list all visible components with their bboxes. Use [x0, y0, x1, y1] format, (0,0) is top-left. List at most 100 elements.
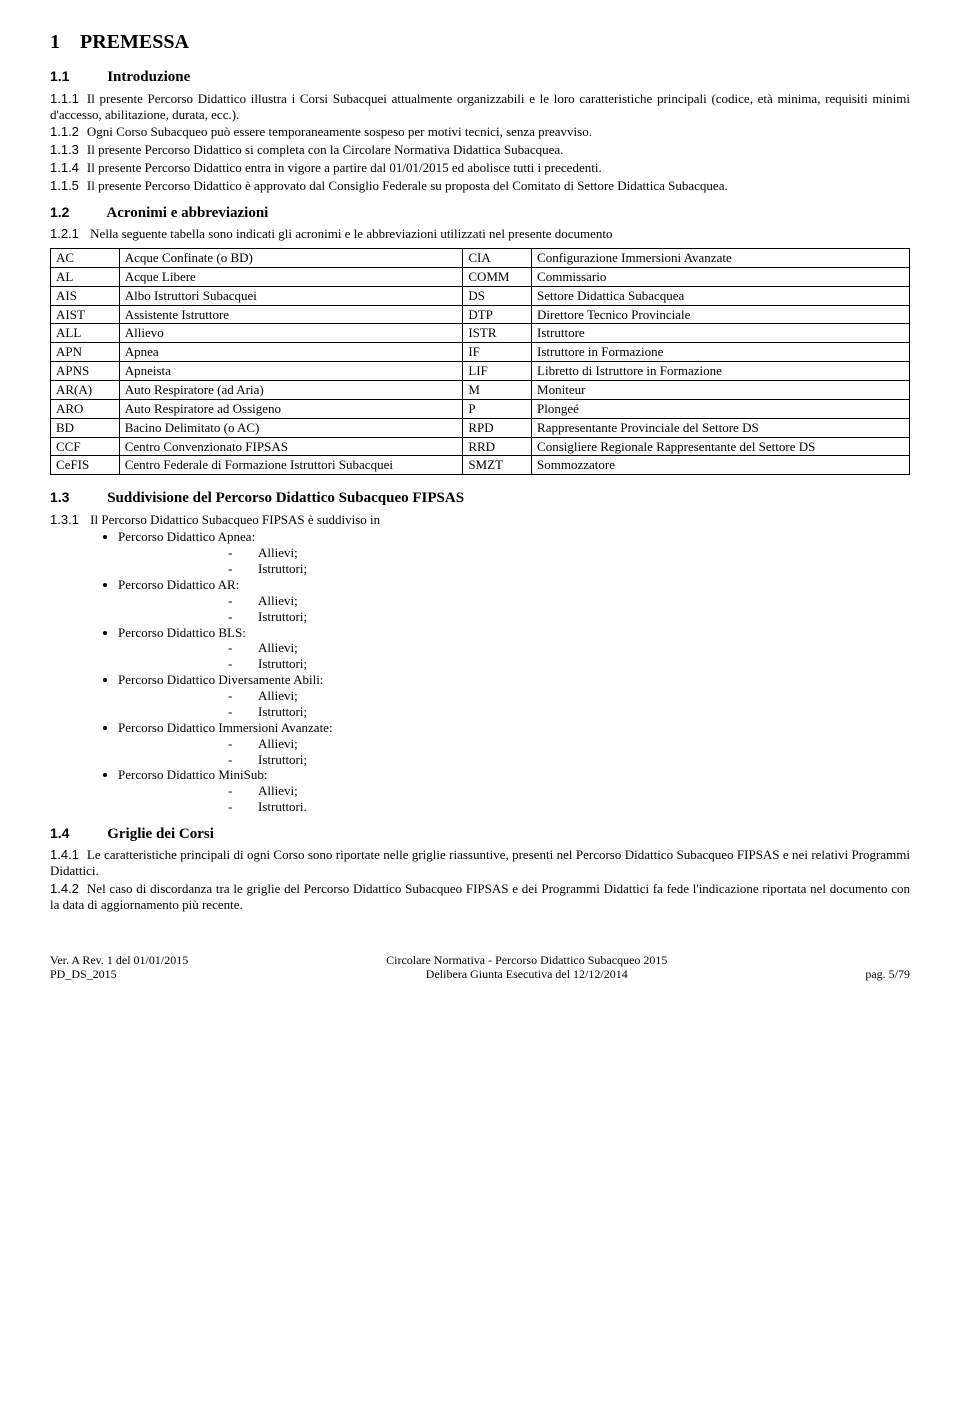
para-text: Il Percorso Didattico Subacqueo FIPSAS è… [90, 512, 380, 527]
section-1-2-head: 1.2 Acronimi e abbreviazioni [50, 204, 910, 222]
acronym-code: ARO [51, 399, 120, 418]
footer-delibera: Delibera Giunta Esecutiva del 12/12/2014 [386, 967, 667, 982]
table-row: AR(A)Auto Respiratore (ad Aria)MMoniteur [51, 381, 910, 400]
acronym-code: CeFIS [51, 456, 120, 475]
chapter-title: PREMESSA [80, 31, 189, 53]
list-item: Percorso Didattico Apnea:Allievi;Istrutt… [118, 529, 910, 577]
dash-item: Allievi; [228, 640, 910, 656]
dash-sublist: Allievi;Istruttori; [118, 688, 910, 720]
acronym-desc: Auto Respiratore ad Ossigeno [119, 399, 463, 418]
para-text: Il presente Percorso Didattico si comple… [87, 142, 564, 157]
table-row: CCFCentro Convenzionato FIPSASRRDConsigl… [51, 437, 910, 456]
acronym-code: P [463, 399, 532, 418]
para-text: Nella seguente tabella sono indicati gli… [90, 226, 612, 241]
section-title: Griglie dei Corsi [107, 826, 214, 842]
acronym-code: COMM [463, 267, 532, 286]
acronym-desc: Istruttore [532, 324, 910, 343]
acronym-code: ISTR [463, 324, 532, 343]
acronym-code: CIA [463, 249, 532, 268]
table-row: APNApneaIFIstruttore in Formazione [51, 343, 910, 362]
section-title: Suddivisione del Percorso Didattico Suba… [107, 490, 464, 506]
dash-item: Istruttori; [228, 561, 910, 577]
acronym-desc: Plongeé [532, 399, 910, 418]
footer-doc-title: Circolare Normativa - Percorso Didattico… [386, 953, 667, 968]
acronym-code: AIS [51, 286, 120, 305]
acronym-desc: Apnea [119, 343, 463, 362]
acronym-desc: Commissario [532, 267, 910, 286]
acronym-desc: Centro Federale di Formazione Istruttori… [119, 456, 463, 475]
dash-item: Istruttori; [228, 752, 910, 768]
footer-page-number: pag. 5/79 [865, 967, 910, 982]
para-number: 1.1.2 [50, 124, 79, 139]
para-text: Il presente Percorso Didattico entra in … [87, 160, 602, 175]
para-text: Il presente Percorso Didattico illustra … [50, 91, 910, 122]
subdivision-list: Percorso Didattico Apnea:Allievi;Istrutt… [50, 529, 910, 814]
dash-sublist: Allievi;Istruttori; [118, 593, 910, 625]
para-1-4-2: 1.4.2Nel caso di discordanza tra le grig… [50, 881, 910, 913]
list-item-label: Percorso Didattico BLS: [118, 625, 246, 640]
acronym-code: AL [51, 267, 120, 286]
acronym-desc: Consigliere Regionale Rappresentante del… [532, 437, 910, 456]
list-item: Percorso Didattico AR:Allievi;Istruttori… [118, 577, 910, 625]
para-number: 1.1.3 [50, 142, 79, 157]
dash-item: Istruttori; [228, 656, 910, 672]
table-row: ALLAllievoISTRIstruttore [51, 324, 910, 343]
list-item: Percorso Didattico BLS:Allievi;Istruttor… [118, 625, 910, 673]
acronym-desc: Configurazione Immersioni Avanzate [532, 249, 910, 268]
dash-item: Istruttori. [228, 799, 910, 815]
table-row: AROAuto Respiratore ad OssigenoPPlongeé [51, 399, 910, 418]
para-1-1-1: 1.1.1Il presente Percorso Didattico illu… [50, 91, 910, 123]
acronym-desc: Libretto di Istruttore in Formazione [532, 362, 910, 381]
acronym-code: SMZT [463, 456, 532, 475]
footer-center: Circolare Normativa - Percorso Didattico… [386, 953, 667, 982]
acronym-code: LIF [463, 362, 532, 381]
footer-code: PD_DS_2015 [50, 967, 188, 982]
para-number: 1.1.5 [50, 178, 79, 193]
list-item-label: Percorso Didattico Diversamente Abili: [118, 672, 323, 687]
acronym-code: RPD [463, 418, 532, 437]
acronym-desc: Settore Didattica Subacquea [532, 286, 910, 305]
dash-item: Allievi; [228, 783, 910, 799]
dash-sublist: Allievi;Istruttori; [118, 640, 910, 672]
para-1-1-3: 1.1.3 Il presente Percorso Didattico si c… [50, 142, 910, 158]
acronym-code: DS [463, 286, 532, 305]
acronym-code: AC [51, 249, 120, 268]
dash-item: Allievi; [228, 736, 910, 752]
dash-item: Allievi; [228, 545, 910, 561]
acronym-code: DTP [463, 305, 532, 324]
para-1-4-1: 1.4.1Le caratteristiche principali di og… [50, 847, 910, 879]
section-number: 1.3 [50, 489, 69, 505]
dash-item: Istruttori; [228, 704, 910, 720]
list-item: Percorso Didattico Diversamente Abili:Al… [118, 672, 910, 720]
table-row: APNSApneistaLIFLibretto di Istruttore in… [51, 362, 910, 381]
acronym-desc: Assistente Istruttore [119, 305, 463, 324]
acronym-desc: Rappresentante Provinciale del Settore D… [532, 418, 910, 437]
list-item-label: Percorso Didattico MiniSub: [118, 767, 268, 782]
acronym-desc: Moniteur [532, 381, 910, 400]
acronym-desc: Direttore Tecnico Provinciale [532, 305, 910, 324]
dash-item: Allievi; [228, 688, 910, 704]
acronym-code: AR(A) [51, 381, 120, 400]
para-number: 1.2.1 [50, 226, 79, 241]
para-number: 1.1.1 [50, 91, 79, 106]
footer-left: Ver. A Rev. 1 del 01/01/2015 PD_DS_2015 [50, 953, 188, 982]
para-1-2-1: 1.2.1 Nella seguente tabella sono indica… [50, 226, 910, 242]
acronym-desc: Allievo [119, 324, 463, 343]
section-1-3-head: 1.3 Suddivisione del Percorso Didattico … [50, 489, 910, 507]
list-item: Percorso Didattico Immersioni Avanzate:A… [118, 720, 910, 768]
acronym-desc: Acque Libere [119, 267, 463, 286]
para-number: 1.4.2 [50, 881, 79, 896]
acronym-desc: Auto Respiratore (ad Aria) [119, 381, 463, 400]
acronym-desc: Sommozzatore [532, 456, 910, 475]
acronyms-table: ACAcque Confinate (o BD)CIAConfigurazion… [50, 248, 910, 475]
para-number: 1.3.1 [50, 512, 79, 527]
section-number: 1.4 [50, 825, 69, 841]
table-row: BDBacino Delimitato (o AC)RPDRappresenta… [51, 418, 910, 437]
acronym-code: BD [51, 418, 120, 437]
para-text: Nel caso di discordanza tra le griglie d… [50, 881, 910, 912]
list-item-label: Percorso Didattico AR: [118, 577, 239, 592]
section-title: Acronimi e abbreviazioni [106, 205, 268, 221]
para-text: Il presente Percorso Didattico è approva… [87, 178, 728, 193]
chapter-number: 1 [50, 31, 60, 53]
table-row: AISTAssistente IstruttoreDTPDirettore Te… [51, 305, 910, 324]
